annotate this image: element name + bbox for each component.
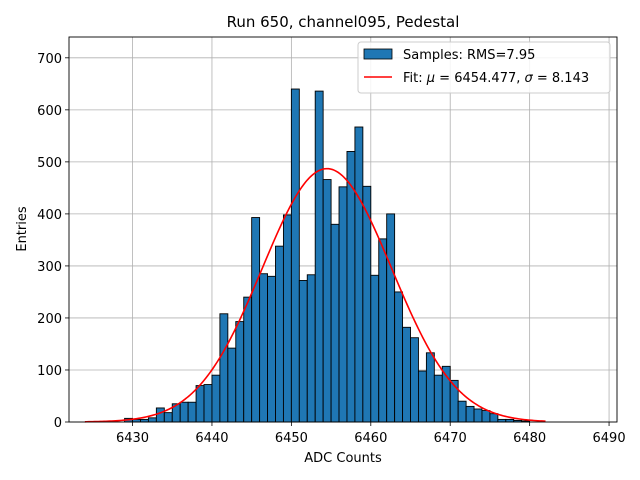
histogram-bar (243, 296, 253, 423)
y-axis-label: Entries (15, 206, 30, 252)
histogram-bar (282, 214, 292, 423)
histogram-bar (362, 185, 372, 423)
y-tick-label: 500 (37, 156, 62, 171)
chart-title: Run 650, channel095, Pedestal (227, 13, 460, 31)
x-tick-label: 6430 (116, 431, 149, 446)
legend-box (357, 41, 611, 94)
histogram-bar (481, 410, 491, 423)
x-tick-label: 6460 (354, 431, 387, 446)
y-tick-label: 700 (37, 52, 62, 67)
x-axis-ticks: 6430 6440 6450 6460 6470 6480 6490 (116, 422, 626, 446)
histogram-bar (433, 374, 443, 423)
histogram-bar (417, 370, 427, 423)
histogram-bar (155, 407, 165, 423)
y-axis-ticks: 0 100 200 300 400 500 600 700 (37, 52, 69, 431)
plot-frame (68, 36, 618, 423)
x-tick-label: 6480 (513, 431, 546, 446)
x-tick-label: 6450 (275, 431, 308, 446)
histogram-bar (394, 291, 404, 423)
x-axis-label: ADC Counts (304, 451, 382, 466)
histogram-bar (457, 400, 467, 423)
histogram-bar (211, 374, 221, 423)
histogram-bar (370, 274, 380, 423)
histogram-bar (298, 280, 308, 423)
histogram-bar (219, 313, 229, 423)
histogram-bar (290, 88, 300, 423)
histogram-bar (163, 412, 173, 423)
histogram-bar (410, 337, 419, 423)
histogram-bar (314, 90, 324, 423)
x-tick-label: 6440 (195, 431, 228, 446)
x-tick-label: 6490 (593, 431, 626, 446)
histogram-bar (354, 126, 364, 423)
fit-curve (84, 167, 546, 423)
histogram-bar (195, 385, 205, 423)
histogram-bar (187, 401, 197, 423)
histogram-bar (235, 321, 245, 423)
y-tick-label: 0 (54, 416, 62, 431)
histogram-bar (378, 238, 388, 423)
histogram-bar (330, 223, 340, 423)
histogram-bar (489, 413, 499, 423)
histogram-bar (386, 213, 396, 423)
y-tick-label: 100 (37, 364, 62, 379)
histogram-bar (227, 347, 237, 423)
histogram-bar (275, 245, 284, 423)
y-tick-label: 300 (37, 260, 62, 275)
histogram-bar (473, 408, 483, 423)
histogram-bar (465, 405, 475, 423)
histogram-bar (267, 275, 276, 423)
histogram-bar (322, 179, 332, 423)
legend-swatch-samples (363, 48, 393, 60)
histogram-bar (425, 352, 435, 423)
histogram-bar (338, 186, 348, 423)
histogram-bar (259, 273, 269, 423)
histogram-bar (402, 326, 411, 423)
histogram-bar (179, 401, 189, 423)
histogram-bar (306, 274, 316, 423)
y-tick-label: 400 (37, 208, 62, 223)
y-tick-label: 200 (37, 312, 62, 327)
histogram-bar (251, 217, 261, 423)
histogram-bar (346, 151, 356, 423)
y-tick-label: 600 (37, 104, 62, 119)
histogram-bar (203, 384, 213, 423)
histogram-bar (147, 417, 157, 423)
x-tick-label: 6470 (434, 431, 467, 446)
legend-label-samples: Samples: RMS=7.95 (403, 48, 535, 63)
legend: Samples: RMS=7.95 Fit: μ = 6454.477, σ =… (357, 41, 611, 94)
legend-label-fit: Fit: μ = 6454.477, σ = 8.143 (403, 71, 589, 86)
